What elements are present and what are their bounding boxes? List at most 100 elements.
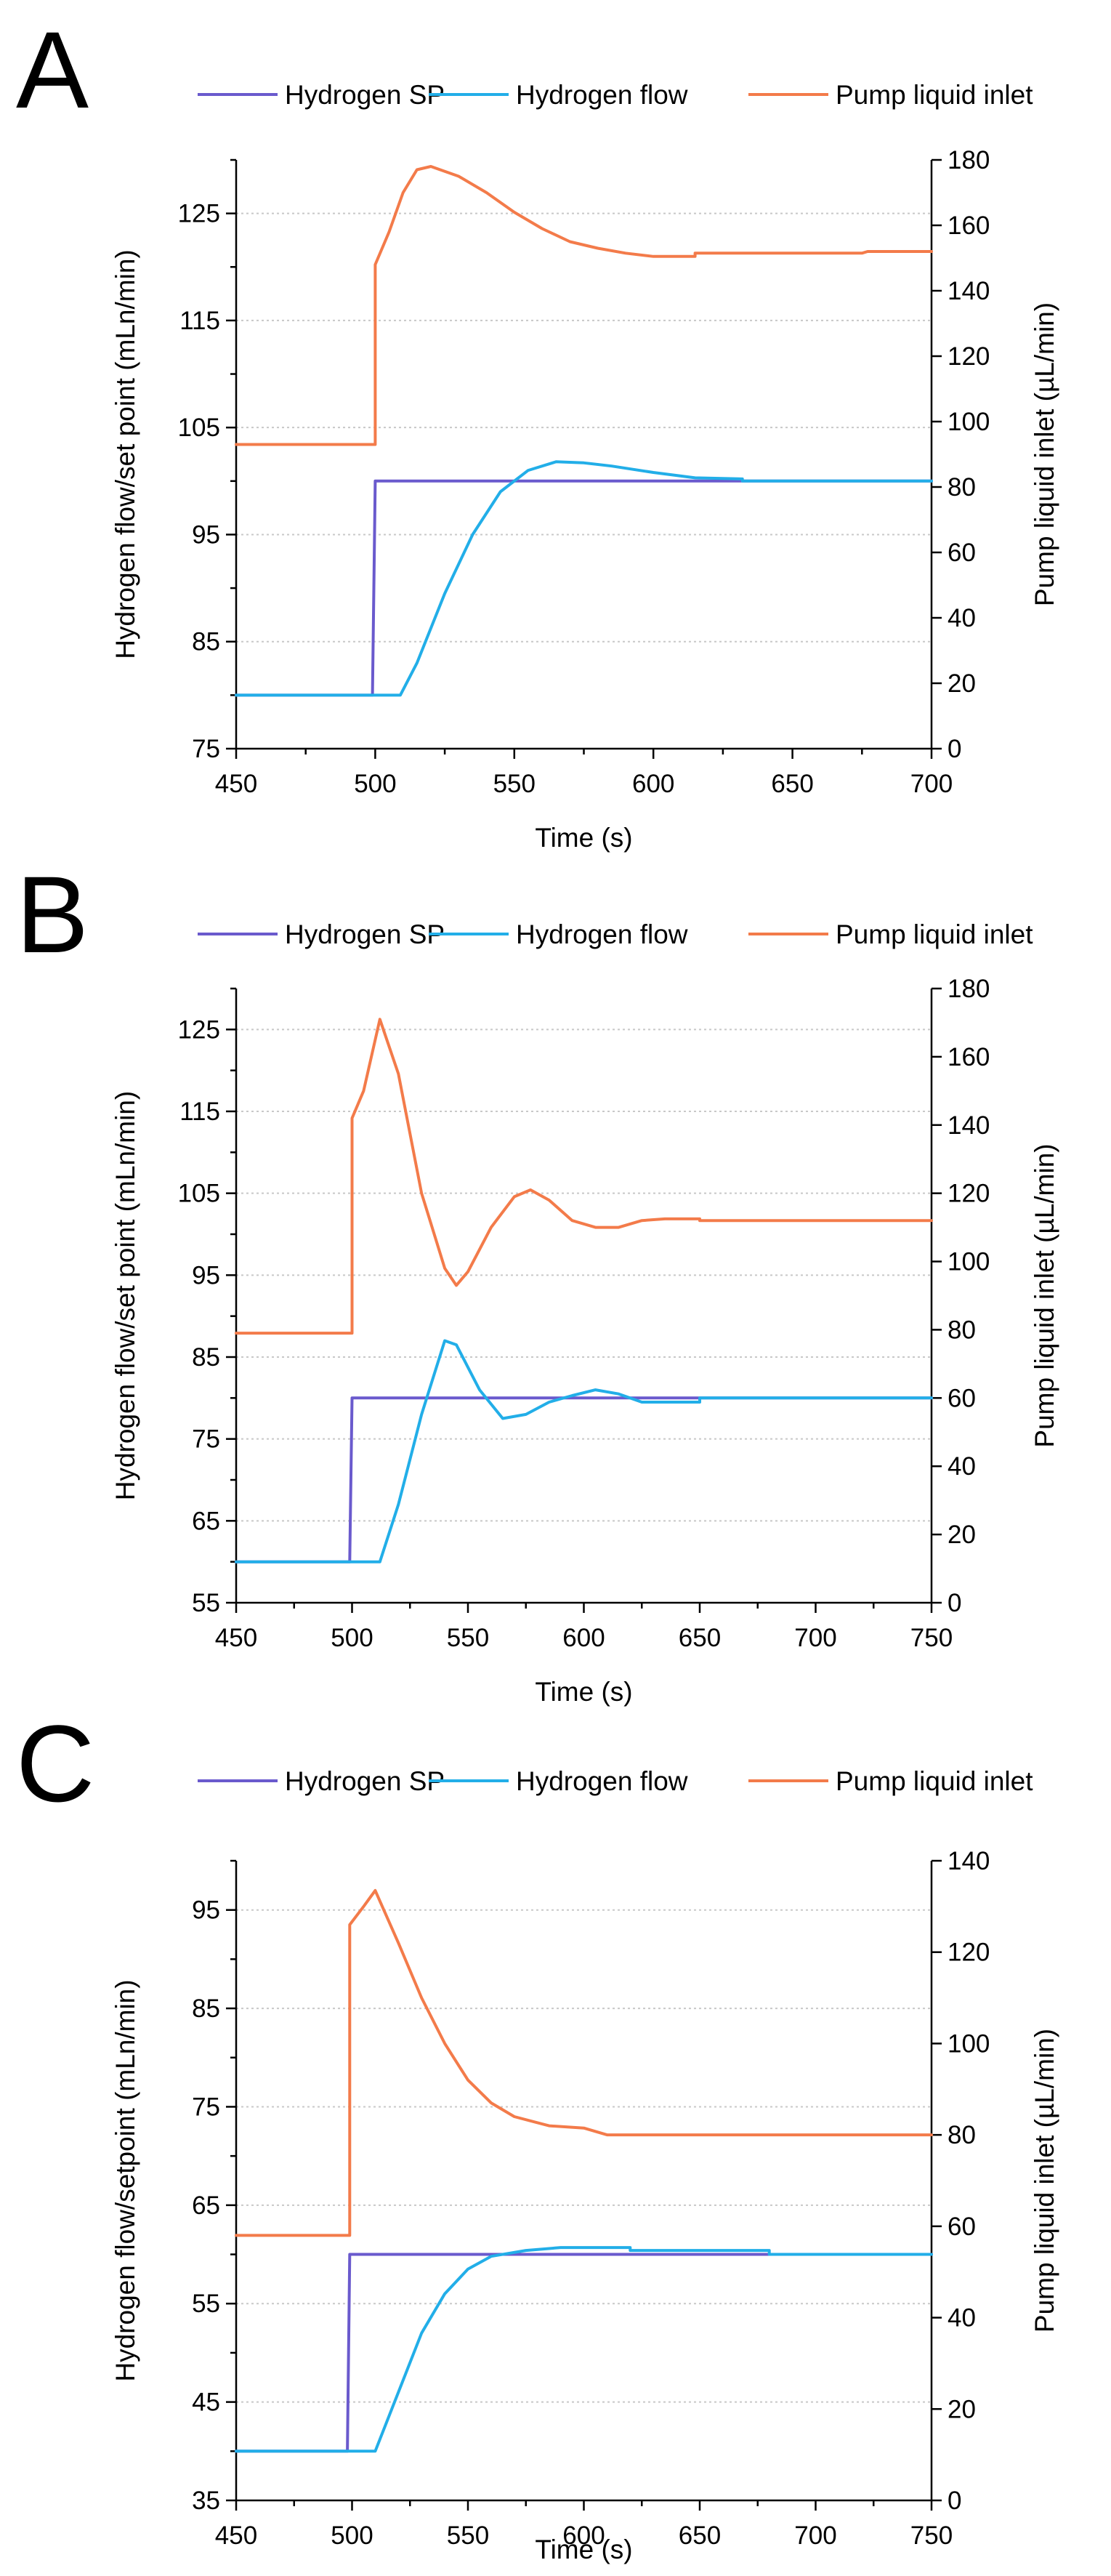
y-tick-label: 105 [178, 1180, 220, 1208]
y2-tick-label: 160 [948, 1043, 990, 1071]
series-line-pump [235, 1018, 933, 1335]
series-line-setpoint [235, 479, 933, 697]
y-tick-label: 85 [192, 1995, 220, 2023]
series-line-flow [235, 1339, 933, 1563]
y2-tick-label: 100 [948, 408, 990, 436]
x-tick-label: 700 [794, 1624, 836, 1652]
x-tick-label: 500 [331, 2521, 373, 2550]
x-tick-label: 450 [215, 770, 257, 798]
panel-letter: B [16, 853, 89, 975]
y2-tick-label: 60 [948, 1384, 976, 1412]
y-tick-label: 45 [192, 2388, 220, 2417]
y2-tick-label: 20 [948, 2395, 976, 2423]
y2-axis-label: Pump liquid inlet (µL/min) [1030, 2029, 1059, 2333]
y-tick-label: 65 [192, 1507, 220, 1535]
y2-tick-label: 140 [948, 1111, 990, 1140]
x-tick-label: 600 [562, 2521, 605, 2550]
y-tick-label: 75 [192, 735, 220, 763]
y2-axis-label: Pump liquid inlet (µL/min) [1030, 302, 1059, 606]
y2-axis-label: Pump liquid inlet (µL/min) [1030, 1143, 1059, 1447]
x-axis-label: Time (s) [535, 823, 632, 853]
y2-tick-label: 180 [948, 975, 990, 1003]
y-tick-label: 95 [192, 520, 220, 549]
legend-label-setpoint: Hydrogen SP [285, 919, 445, 949]
y-tick-label: 75 [192, 2093, 220, 2121]
y2-tick-label: 100 [948, 1248, 990, 1276]
x-tick-label: 700 [794, 2521, 836, 2550]
x-tick-label: 550 [447, 2521, 489, 2550]
y2-tick-label: 40 [948, 2304, 976, 2333]
series-line-pump [235, 1888, 933, 2237]
chart-panel-b: B Hydrogen SP Hydrogen flow Pump liquid inl… [16, 853, 1059, 1707]
y2-tick-label: 80 [948, 1316, 976, 1344]
y-tick-label: 55 [192, 2290, 220, 2318]
x-tick-label: 700 [910, 770, 953, 798]
y-tick-label: 105 [178, 414, 220, 442]
chart-panel-c: C Hydrogen SP Hydrogen flow Pump liquid inl… [16, 1702, 1059, 2564]
legend-label-flow: Hydrogen flow [516, 80, 688, 110]
series-line-flow [235, 2246, 933, 2453]
x-tick-label: 650 [679, 2521, 721, 2550]
y2-tick-label: 40 [948, 604, 976, 632]
series-line-pump [235, 165, 933, 446]
y-axis-label: Hydrogen flow/set point (mLn/min) [110, 249, 140, 659]
series-line-setpoint [235, 2253, 933, 2453]
y2-tick-label: 0 [948, 2487, 961, 2515]
y2-tick-label: 180 [948, 146, 990, 174]
x-tick-label: 550 [493, 770, 536, 798]
y-tick-label: 35 [192, 2487, 220, 2515]
y2-tick-label: 40 [948, 1452, 976, 1481]
y-tick-label: 85 [192, 1343, 220, 1372]
legend-label-pump: Pump liquid inlet [836, 919, 1033, 949]
x-tick-label: 750 [910, 2521, 953, 2550]
legend-label-flow: Hydrogen flow [516, 1766, 688, 1796]
y2-tick-label: 100 [948, 2029, 990, 2058]
y2-tick-label: 80 [948, 2121, 976, 2149]
y-tick-label: 95 [192, 1261, 220, 1289]
y-tick-label: 125 [178, 1015, 220, 1044]
y-tick-label: 65 [192, 2191, 220, 2220]
x-tick-label: 600 [632, 770, 674, 798]
x-tick-label: 500 [354, 770, 396, 798]
y2-tick-label: 120 [948, 1939, 990, 1967]
y-tick-label: 125 [178, 200, 220, 228]
y2-tick-label: 120 [948, 342, 990, 371]
y2-tick-label: 140 [948, 1847, 990, 1875]
y-tick-label: 115 [179, 1098, 220, 1126]
x-tick-label: 650 [679, 1624, 721, 1652]
y2-tick-label: 20 [948, 669, 976, 698]
y2-tick-label: 60 [948, 539, 976, 567]
legend-label-pump: Pump liquid inlet [836, 1766, 1033, 1796]
y2-tick-label: 120 [948, 1180, 990, 1208]
y2-tick-label: 160 [948, 212, 990, 240]
legend-label-pump: Pump liquid inlet [836, 80, 1033, 110]
y-axis-label: Hydrogen flow/setpoint (mLn/min) [110, 1979, 140, 2381]
y-tick-label: 85 [192, 628, 220, 656]
x-tick-label: 650 [771, 770, 813, 798]
y2-tick-label: 0 [948, 735, 961, 763]
y2-tick-label: 140 [948, 277, 990, 305]
y-tick-label: 95 [192, 1896, 220, 1925]
x-tick-label: 450 [215, 2521, 257, 2550]
x-axis-label: Time (s) [535, 1677, 632, 1707]
legend-label-flow: Hydrogen flow [516, 919, 688, 949]
y-tick-label: 75 [192, 1425, 220, 1454]
y-tick-label: 55 [192, 1589, 220, 1617]
x-tick-label: 750 [910, 1624, 953, 1652]
y2-tick-label: 20 [948, 1521, 976, 1549]
y-tick-label: 115 [179, 307, 220, 335]
chart-panel-a: A Hydrogen SP Hydrogen flow Pump liquid inl… [16, 9, 1059, 853]
x-tick-label: 450 [215, 1624, 257, 1652]
y2-tick-label: 60 [948, 2213, 976, 2241]
series-line-flow [235, 460, 933, 697]
y2-tick-label: 0 [948, 1589, 961, 1617]
panel-letter: A [16, 9, 89, 131]
y-axis-label: Hydrogen flow/set point (mLn/min) [110, 1091, 140, 1500]
x-tick-label: 550 [447, 1624, 489, 1652]
series-line-setpoint [235, 1396, 933, 1563]
x-axis-label: Time (s) [535, 2535, 632, 2564]
x-tick-label: 600 [562, 1624, 605, 1652]
y2-tick-label: 80 [948, 473, 976, 502]
panel-letter: C [16, 1702, 94, 1824]
